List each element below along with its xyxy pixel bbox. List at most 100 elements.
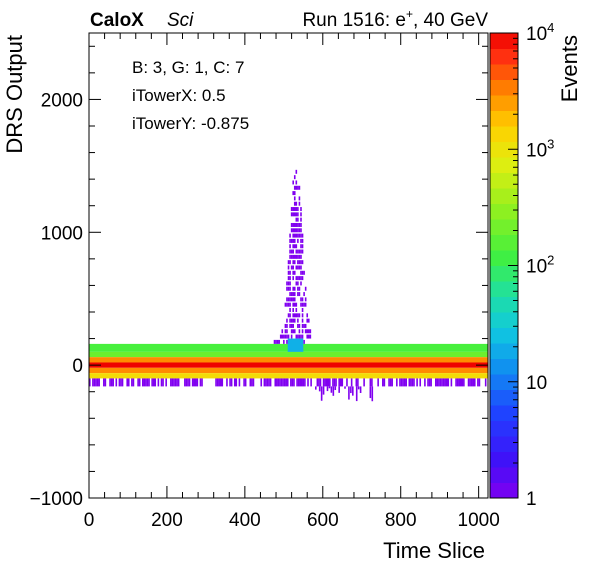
- peak-bin: [292, 249, 294, 254]
- heat-bin: [235, 378, 238, 387]
- heat-bin: [383, 378, 386, 387]
- peak-bin: [284, 334, 287, 339]
- peak-bin: [289, 260, 291, 265]
- peak-bin: [301, 249, 304, 254]
- peak-bin: [292, 260, 294, 265]
- heat-bin: [191, 378, 194, 387]
- heat-bin: [196, 378, 199, 387]
- heat-bin: [413, 378, 415, 387]
- color-scale-bin: [490, 157, 518, 173]
- color-scale-bin: [490, 250, 518, 266]
- peak-bin: [292, 222, 294, 227]
- peak-bin: [298, 233, 301, 238]
- peak-bin: [295, 244, 298, 249]
- x-tick-label: 200: [151, 510, 183, 531]
- heat-bin: [218, 378, 220, 387]
- heat-bin: [377, 378, 379, 387]
- peak-bin: [300, 270, 302, 275]
- heat-bin: [439, 378, 442, 387]
- peak-bin: [295, 185, 298, 190]
- heat-bin: [148, 378, 150, 387]
- heat-bin: [193, 378, 196, 387]
- heat-bin: [402, 378, 404, 387]
- undershoot-bin: [322, 386, 325, 395]
- color-scale-bin: [490, 389, 518, 406]
- peak-bin: [298, 286, 301, 291]
- heat-bin: [405, 378, 407, 387]
- peak-bin: [301, 318, 304, 323]
- peak-bin: [304, 302, 307, 307]
- color-scale-bin: [490, 95, 518, 111]
- color-scale-bin: [490, 436, 518, 452]
- peak-bin: [297, 207, 299, 212]
- peak-bin: [283, 339, 285, 344]
- run-label: Run 1516: e+, 40 GeV: [302, 7, 488, 31]
- peak-bin: [297, 217, 299, 222]
- peak-bin: [278, 339, 280, 344]
- heat-bin: [338, 378, 340, 387]
- peak-bin: [286, 297, 288, 302]
- peak-bin: [293, 302, 296, 307]
- heat-bin: [428, 378, 431, 387]
- color-scale-bin: [490, 141, 518, 158]
- peak-bin: [300, 238, 302, 243]
- peak-bin: [300, 244, 302, 249]
- heat-bin: [110, 378, 113, 387]
- heat-bin: [459, 378, 462, 387]
- peak-bin: [303, 323, 305, 328]
- heat-bin: [251, 378, 253, 387]
- heat-bin: [436, 378, 439, 387]
- undershoot-bin: [330, 386, 333, 393]
- x-tick-label: 0: [84, 510, 95, 531]
- x-tick-label: 600: [307, 510, 339, 531]
- peak-bin: [292, 318, 294, 323]
- info-box: [122, 48, 360, 140]
- heat-bin: [291, 378, 294, 387]
- peak-bin: [297, 334, 299, 339]
- heat-bin: [419, 378, 422, 387]
- heat-bin: [126, 378, 129, 387]
- heat-bin: [145, 378, 147, 387]
- peak-bin: [290, 228, 293, 233]
- color-scale-bin: [490, 296, 518, 313]
- color-scale-bin: [490, 110, 518, 127]
- heat-bin: [95, 378, 97, 387]
- peak-bin: [300, 249, 302, 254]
- heat-bin: [324, 378, 326, 387]
- z-axis-label: Events: [557, 35, 582, 102]
- peak-bin: [295, 302, 298, 307]
- peak-bin: [298, 249, 301, 254]
- heat-bin: [141, 378, 144, 387]
- peak-bin: [298, 313, 301, 318]
- heat-bin: [363, 378, 365, 387]
- heat-bin: [461, 378, 464, 387]
- peak-bin: [293, 201, 296, 206]
- peak-bin: [295, 222, 298, 227]
- peak-bin: [286, 286, 288, 291]
- heat-bin: [285, 378, 287, 387]
- color-scale-bin: [490, 482, 518, 499]
- peak-bin: [292, 180, 294, 185]
- plot-frame: [88, 32, 489, 499]
- peak-bin: [289, 323, 291, 328]
- heat-bin: [238, 378, 241, 387]
- peak-bin: [306, 334, 309, 339]
- heat-bin: [127, 378, 130, 387]
- heat-bin: [477, 378, 479, 387]
- peak-bin: [298, 323, 301, 328]
- peak-bin: [293, 260, 296, 265]
- peak-bin: [290, 238, 293, 243]
- heat-bin: [473, 378, 476, 387]
- info-line-3: iTowerY: -0.875: [132, 114, 249, 133]
- peak-bin: [298, 196, 301, 201]
- y-axis-label: DRS Output: [2, 35, 27, 154]
- heat-bin: [447, 378, 450, 387]
- peak-bin: [286, 323, 288, 328]
- peak-bin: [286, 281, 288, 286]
- peak-bin: [300, 302, 302, 307]
- peak-bin: [301, 238, 304, 243]
- peak-bin: [298, 260, 301, 265]
- peak-core: [287, 338, 304, 352]
- undershoot-bin: [344, 386, 346, 389]
